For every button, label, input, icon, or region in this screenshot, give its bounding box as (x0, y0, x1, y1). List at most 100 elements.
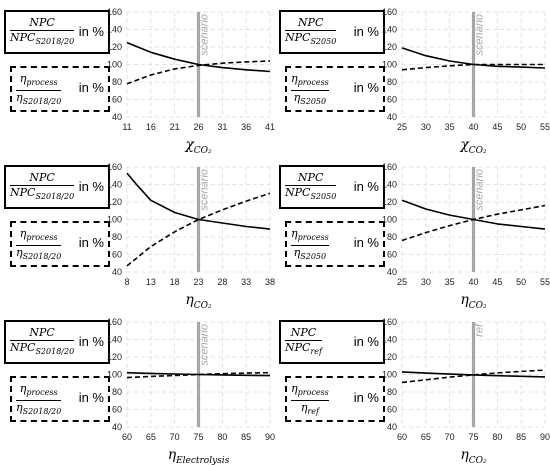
npc-ratio-numerator: NPC (298, 172, 323, 184)
x-tick-label: 40 (468, 277, 478, 287)
npc-ratio-fraction-bar (10, 30, 75, 31)
npc-ratio-denominator-subscript: S2018/20 (35, 37, 75, 47)
y-tick-label: 140 (382, 335, 397, 345)
x-tick-label: 25 (397, 122, 407, 132)
legend-npc-ratio: NPC NPCref in % (279, 320, 385, 364)
x-tick-label: 41 (265, 122, 275, 132)
x-axis-label-symbol: η (185, 292, 194, 308)
npc-ratio-denominator-subscript: ref (310, 347, 322, 357)
efficiency-ratio: ηprocess ηS2050 (291, 73, 329, 108)
npc-ratio-fraction-bar (285, 340, 322, 341)
y-tick-label: 100 (107, 370, 122, 380)
efficiency-ratio-series-line (401, 204, 546, 242)
efficiency-ratio-numerator: ηprocess (291, 228, 329, 244)
efficiency-ratio-denominator-subscript: S2050 (300, 97, 327, 107)
y-tick-label: 100 (382, 370, 397, 380)
efficiency-ratio-denominator-subscript: S2050 (300, 252, 327, 262)
chart-panel-3: NPC NPCS2018/20 in % ηprocess ηS2018/20 in % 4… (0, 155, 275, 311)
x-tick-label: 60 (122, 432, 132, 442)
plot-area: 40 60 80 100 120 140 160 8 13 18 23 28 33 38 scenario η… (107, 162, 275, 311)
x-tick-label: 35 (445, 277, 455, 287)
efficiency-ratio: ηprocess ηref (291, 383, 329, 418)
efficiency-ratio-numerator-subscript: process (26, 388, 58, 398)
x-axis-label-symbol: η (460, 292, 469, 308)
x-tick-label: 28 (217, 277, 227, 287)
npc-ratio-denominator-text: NPC (10, 186, 36, 199)
efficiency-ratio-denominator: ηref (301, 402, 319, 418)
npc-ratio-unit: in % (353, 179, 379, 194)
efficiency-ratio-fraction-bar (16, 400, 62, 402)
efficiency-ratio-numerator: ηprocess (20, 228, 58, 244)
x-axis-label-subscript: CO₂ (469, 146, 487, 156)
npc-ratio-numerator-text: NPC (297, 16, 324, 29)
legend-npc-ratio: NPC NPCS2018/20 in % (4, 320, 110, 364)
y-tick-label: 160 (107, 317, 122, 327)
npc-ratio-denominator-text: NPC (285, 31, 311, 44)
npc-ratio-numerator: NPC (29, 327, 54, 339)
plot-area: 40 60 80 100 120 140 160 11 16 21 26 31 36 41 scenario… (107, 7, 275, 156)
efficiency-ratio-numerator: ηprocess (20, 73, 58, 89)
x-tick-label: 55 (540, 122, 550, 132)
chart-panel-6: NPC NPCref in % ηprocess ηref in % 40 60 80 100 12… (275, 310, 550, 466)
npc-ratio-fraction-bar (285, 185, 337, 186)
legend-npc-ratio: NPC NPCS2018/20 in % (4, 165, 110, 209)
efficiency-ratio-denominator-subscript: S2018/20 (22, 407, 62, 417)
npc-ratio-series-line (401, 371, 546, 378)
x-axis-label-subscript: CO₂ (194, 146, 212, 156)
efficiency-ratio-series-line (126, 192, 271, 267)
efficiency-ratio-numerator-text: η (291, 72, 298, 85)
plot-area: 40 60 80 100 120 140 160 25 30 35 40 45 50 55 scenario… (382, 162, 550, 311)
efficiency-ratio-unit: in % (353, 235, 379, 250)
y-tick-label: 120 (382, 197, 397, 207)
npc-ratio-denominator-text: NPC (10, 341, 36, 354)
y-tick-label: 80 (387, 232, 397, 242)
npc-ratio-unit: in % (78, 179, 104, 194)
efficiency-ratio-numerator-subscript: process (297, 78, 329, 88)
efficiency-ratio-denominator-text: η (16, 246, 23, 260)
npc-ratio-denominator-subscript: S2018/20 (35, 347, 75, 357)
efficiency-ratio-denominator: ηS2018/20 (16, 247, 61, 263)
y-tick-label: 100 (107, 215, 122, 225)
y-tick-label: 40 (112, 112, 122, 122)
y-tick-label: 60 (112, 405, 122, 415)
x-tick-label: 18 (170, 277, 180, 287)
y-tick-label: 60 (387, 250, 397, 260)
y-tick-label: 120 (107, 42, 122, 52)
y-tick-label: 160 (107, 7, 122, 17)
npc-ratio-numerator: NPC (291, 327, 316, 339)
y-tick-label: 140 (107, 180, 122, 190)
y-tick-label: 40 (112, 267, 122, 277)
x-axis-label: ηCO₂ (460, 447, 487, 466)
efficiency-ratio-denominator-text: η (293, 91, 301, 105)
reference-marker-label: scenario (474, 169, 486, 211)
chart-panel-2: NPC NPCS2050 in % ηprocess ηS2050 in % 40 60 80 1… (275, 0, 550, 156)
npc-ratio-numerator: NPC (298, 17, 323, 29)
x-tick-label: 75 (468, 432, 478, 442)
x-tick-label: 30 (421, 277, 431, 287)
x-tick-label: 25 (397, 277, 407, 287)
reference-marker-label: scenario (199, 14, 211, 56)
efficiency-ratio-denominator: ηS2018/20 (16, 92, 61, 108)
y-tick-label: 40 (112, 422, 122, 432)
npc-ratio-unit: in % (78, 24, 104, 39)
x-axis-label-subscript: CO₂ (469, 456, 487, 466)
y-tick-label: 80 (112, 232, 122, 242)
efficiency-ratio-denominator-text: η (16, 401, 23, 415)
y-tick-label: 160 (382, 317, 397, 327)
npc-ratio: NPC NPCS2018/20 (10, 327, 75, 358)
efficiency-ratio-numerator-text: η (291, 382, 298, 395)
x-tick-label: 50 (516, 122, 526, 132)
x-axis-label: ηCO₂ (185, 292, 212, 311)
reference-marker-label: ref (474, 323, 486, 337)
npc-ratio-numerator: NPC (29, 172, 54, 184)
npc-ratio-unit: in % (78, 334, 104, 349)
y-tick-label: 80 (112, 387, 122, 397)
npc-ratio-denominator: NPCS2050 (285, 187, 336, 203)
efficiency-ratio-numerator: ηprocess (291, 73, 329, 89)
y-tick-label: 140 (107, 335, 122, 345)
npc-ratio: NPC NPCS2018/20 (10, 17, 75, 48)
x-axis-label: ηElectrolysis (168, 447, 230, 466)
x-tick-label: 36 (241, 122, 251, 132)
npc-ratio-unit: in % (353, 24, 379, 39)
